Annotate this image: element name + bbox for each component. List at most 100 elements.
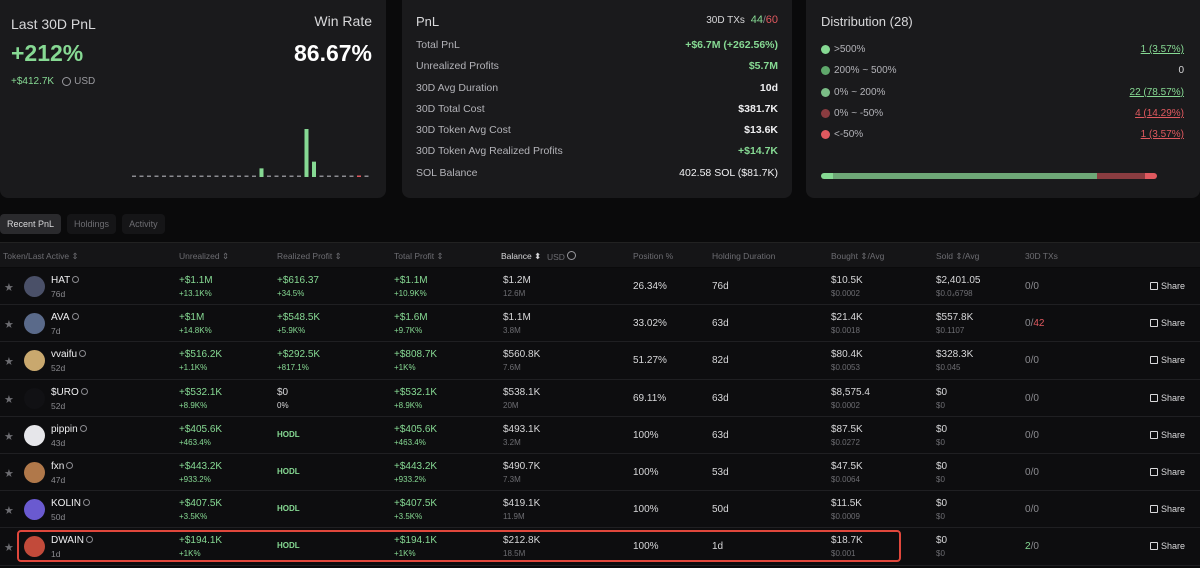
share-button[interactable]: Share	[1149, 430, 1185, 440]
distribution-value[interactable]: 1 (3.57%)	[1140, 44, 1184, 56]
search-icon[interactable]	[72, 276, 80, 283]
chart-bar	[267, 175, 271, 177]
star-icon[interactable]: ★	[4, 430, 14, 443]
chart-bar	[364, 175, 369, 177]
distribution-card: Distribution (28) >500% 1 (3.57%) 200% ~ 5…	[806, 0, 1200, 198]
token-name[interactable]: vvaifu	[51, 349, 87, 360]
stat-label: 30D Token Avg Cost	[416, 124, 511, 137]
star-icon[interactable]: ★	[4, 282, 14, 294]
total-profit-value: +$1.6M	[394, 312, 428, 324]
total-profit-value: +$405.6K	[394, 423, 438, 435]
distribution-value[interactable]: 1 (3.57%)	[1140, 129, 1184, 141]
chart-bar	[132, 175, 136, 177]
star-icon[interactable]: ★	[4, 468, 14, 480]
star-icon[interactable]: ★	[4, 505, 14, 518]
share-button[interactable]: Share	[1149, 281, 1185, 291]
share-button[interactable]: Share	[1149, 541, 1185, 551]
search-icon[interactable]	[80, 387, 88, 395]
token-name[interactable]: KOLIN	[51, 498, 91, 509]
token-name[interactable]: HAT	[51, 275, 80, 286]
tab-recent-pnl[interactable]: Recent PnL	[0, 214, 62, 234]
holding-duration: 1d	[712, 541, 724, 553]
col-realized[interactable]: Realized Profit ⇕	[277, 251, 342, 261]
token-name[interactable]: fxn	[51, 461, 74, 472]
share-icon	[1149, 393, 1158, 402]
txs-count: 0/42	[1025, 318, 1045, 330]
last-active: 7d	[51, 326, 61, 337]
token-name[interactable]: AVA	[51, 312, 79, 323]
position-pct: 100%	[633, 467, 659, 478]
stat-value: $381.7K	[738, 102, 778, 115]
search-icon[interactable]	[66, 462, 74, 469]
bought-value: $47.5K	[831, 461, 863, 472]
col-total[interactable]: Total Profit ⇕	[394, 251, 444, 261]
tab-activity[interactable]: Activity	[122, 214, 165, 234]
bought-avg: $0.0018	[831, 326, 860, 336]
search-icon[interactable]	[79, 424, 87, 432]
distribution-bar-segment	[832, 173, 1097, 179]
total-profit-pct: +8.9K%	[394, 400, 423, 410]
star-icon[interactable]: ★	[4, 356, 14, 369]
token-name[interactable]: DWAIN	[51, 535, 93, 546]
unrealized-value: +$516.2K	[179, 349, 223, 361]
unrealized-value: +$532.1K	[179, 386, 223, 398]
token-name[interactable]: pippin	[51, 424, 87, 435]
chart-bar	[297, 175, 301, 177]
star-icon[interactable]: ★	[4, 542, 14, 555]
total-profit-pct: +9.7K%	[394, 326, 423, 336]
col-token[interactable]: Token/Last Active ⇕	[3, 251, 79, 261]
last-active: 50d	[51, 512, 66, 523]
search-icon[interactable]	[85, 536, 93, 544]
bought-avg: $0.001	[831, 549, 856, 559]
col-sold[interactable]: Sold ⇕/Avg	[936, 251, 980, 261]
table-row[interactable]: ★ fxn 47d +$443.2K +933.2% HODL +$443.2K…	[0, 454, 1200, 492]
token-name[interactable]: $URO	[51, 387, 88, 398]
currency-toggle[interactable]: USD	[62, 76, 95, 87]
search-icon[interactable]	[83, 499, 91, 507]
col-usd-toggle[interactable]: USD	[547, 251, 577, 262]
search-icon[interactable]	[79, 350, 87, 358]
chart-bar	[327, 175, 331, 177]
stat-label: 30D Avg Duration	[416, 81, 499, 94]
token-avatar	[24, 350, 45, 372]
share-button[interactable]: Share	[1149, 355, 1185, 365]
table-row[interactable]: ★ KOLIN 50d +$407.5K +3.5K% HODL +$407.5…	[0, 491, 1200, 529]
table-row[interactable]: ★ pippin 43d +$405.6K +463.4% HODL +$405…	[0, 416, 1200, 454]
chart-bar	[192, 175, 196, 177]
table-row[interactable]: ★ HAT 76d +$1.1M +13.1K% +$616.37 +34.5% …	[0, 268, 1200, 306]
txs-count: 0/0	[1025, 281, 1039, 292]
unrealized-pct: +8.9K%	[179, 400, 208, 410]
stat-row: Total PnL +$6.7M (+262.56%)	[416, 39, 778, 60]
holding-duration: 50d	[712, 504, 729, 516]
distribution-value[interactable]: 22 (78.57%)	[1129, 86, 1184, 98]
balance-amount: 18.5M	[503, 549, 526, 559]
distribution-value[interactable]: 4 (14.29%)	[1135, 108, 1184, 120]
col-unrealized[interactable]: Unrealized ⇕	[179, 251, 230, 261]
table-row[interactable]: ★ $URO 52d +$532.1K +8.9K% $0 0% +$532.1K…	[0, 379, 1200, 417]
bought-value: $21.4K	[831, 312, 863, 324]
stat-value: 402.58 SOL ($81.7K)	[679, 166, 778, 179]
search-icon[interactable]	[71, 313, 79, 321]
table-row[interactable]: ★ DWAIN 1d +$194.1K +1K% HODL +$194.1K +…	[0, 528, 1200, 566]
star-icon[interactable]: ★	[4, 393, 14, 406]
total-profit-pct: +3.5K%	[394, 512, 423, 522]
share-button[interactable]: Share	[1149, 318, 1185, 328]
star-icon[interactable]: ★	[4, 319, 14, 332]
table-row[interactable]: ★ AVA 7d +$1M +14.8K% +$548.5K +5.9K% +$1…	[0, 305, 1200, 343]
share-button[interactable]: Share	[1149, 467, 1185, 477]
col-balance[interactable]: Balance ⬍	[501, 251, 542, 261]
share-icon	[1149, 468, 1158, 476]
txs-count: 0/0	[1025, 504, 1039, 516]
share-button[interactable]: Share	[1149, 393, 1185, 403]
table-row[interactable]: ★ vvaifu 52d +$516.2K +1.1K% +$292.5K +81…	[0, 342, 1200, 380]
txs-total: 60	[765, 14, 778, 26]
realized-hodl: HODL	[277, 504, 300, 514]
win-rate-value: 86.67%	[293, 40, 372, 66]
holding-duration: 53d	[712, 467, 729, 478]
col-bought[interactable]: Bought ⇕/Avg	[831, 251, 885, 261]
txs-count: 0/0	[1025, 392, 1039, 404]
balance-usd: $560.8K	[503, 349, 541, 361]
distribution-row: >500% 1 (3.57%)	[821, 39, 1184, 60]
tab-holdings[interactable]: Holdings	[67, 214, 117, 234]
share-button[interactable]: Share	[1149, 504, 1185, 514]
